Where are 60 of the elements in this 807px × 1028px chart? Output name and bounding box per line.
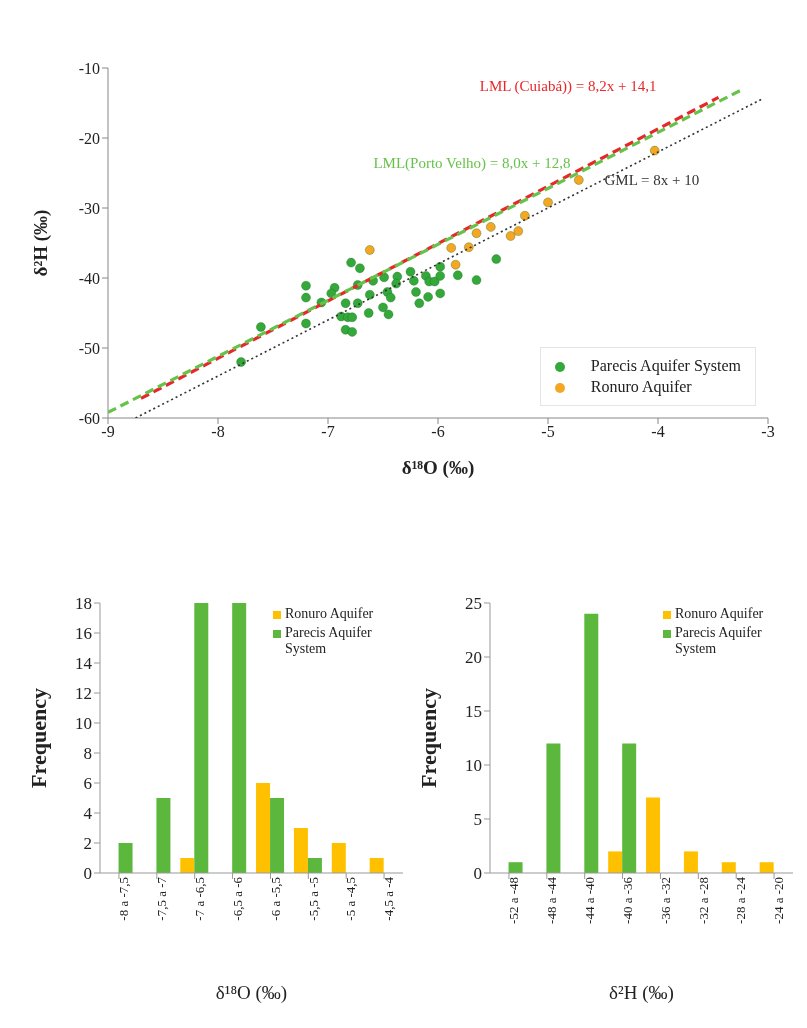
- legend-label: Parecis Aquifer System: [590, 357, 741, 375]
- x-tick-label: -8: [211, 423, 225, 441]
- y-tick-label: 15: [465, 702, 482, 722]
- series-label: LML(Porto Velho) = 8,0x + 12,8: [373, 155, 571, 173]
- x-tick-label: -6: [431, 423, 445, 441]
- y-tick-label: -50: [78, 339, 100, 357]
- x-tick-label: -24 a -20: [771, 877, 787, 924]
- y-tick-label: 5: [473, 810, 482, 830]
- y-tick-label: 6: [83, 774, 92, 794]
- y-tick-label: 8: [83, 744, 92, 764]
- y-tick-label: 0: [83, 864, 92, 884]
- y-tick-label: 0: [473, 864, 482, 884]
- y-tick-label: -30: [78, 199, 100, 217]
- y-tick-label: -60: [78, 409, 100, 427]
- y-axis-title: Frequency: [415, 688, 441, 788]
- y-tick-label: 12: [75, 684, 92, 704]
- y-tick-label: 10: [75, 714, 92, 734]
- x-tick-label: -7: [321, 423, 335, 441]
- y-tick-label: -10: [78, 59, 100, 77]
- y-axis-title: Frequency: [25, 688, 51, 788]
- legend-label: Parecis Aquifer System: [285, 625, 373, 657]
- x-tick-label: -6 a -5,5: [267, 877, 283, 921]
- series-label: GML = 8x + 10: [604, 171, 700, 188]
- x-tick-label: -5: [541, 423, 555, 441]
- y-tick-label: -20: [78, 129, 100, 147]
- x-tick-label: -40 a -36: [619, 876, 635, 924]
- y-tick-label: 10: [465, 756, 482, 776]
- x-axis-title: δ²H (‰): [609, 982, 674, 1004]
- text: LML (Cuiabá)) = 8,2x + 14,1: [479, 78, 657, 96]
- x-tick-label: -8 a -7,5: [116, 877, 132, 921]
- y-tick-label: -40: [78, 269, 100, 287]
- x-tick-label: -48 a -44: [544, 876, 560, 924]
- x-tick-label: -32 a -28: [695, 877, 711, 924]
- y-tick-label: 16: [75, 624, 92, 644]
- x-tick-label: -52 a -48: [506, 877, 522, 924]
- x-tick-label: -28 a -24: [733, 876, 749, 924]
- y-tick-label: 18: [75, 594, 92, 614]
- y-tick-label: 25: [465, 594, 482, 614]
- x-tick-label: -7 a -6,5: [191, 877, 207, 921]
- x-axis-title: δ¹⁸O (‰): [401, 457, 475, 479]
- x-tick-label: -5 a -4,5: [343, 877, 359, 921]
- x-tick-label: -4: [651, 423, 665, 441]
- x-tick-label: -36 a -32: [657, 877, 673, 924]
- y-tick-label: 20: [465, 648, 482, 668]
- x-tick-label: -7,5 a -7: [154, 876, 170, 921]
- legend-label: Parecis Aquifer System: [675, 625, 763, 657]
- x-tick-label: -5,5 a -5: [305, 877, 321, 921]
- x-tick-label: -9: [101, 423, 115, 441]
- y-axis-title: δ²H (‰): [29, 209, 52, 277]
- x-tick-label: -4,5 a -4: [381, 876, 397, 921]
- y-tick-label: 14: [75, 654, 93, 674]
- legend-label: Ronuro Aquifer: [590, 378, 692, 396]
- x-tick-label: -44 a -40: [581, 877, 597, 924]
- x-tick-label: -6,5 a -6: [229, 876, 245, 921]
- y-tick-label: 4: [83, 804, 93, 824]
- y-tick-label: 2: [83, 834, 92, 854]
- x-tick-label: -3: [761, 423, 775, 441]
- legend-label: Ronuro Aquifer: [285, 606, 374, 622]
- legend-label: Ronuro Aquifer: [675, 606, 764, 622]
- x-axis-title: δ¹⁸O (‰): [215, 982, 288, 1004]
